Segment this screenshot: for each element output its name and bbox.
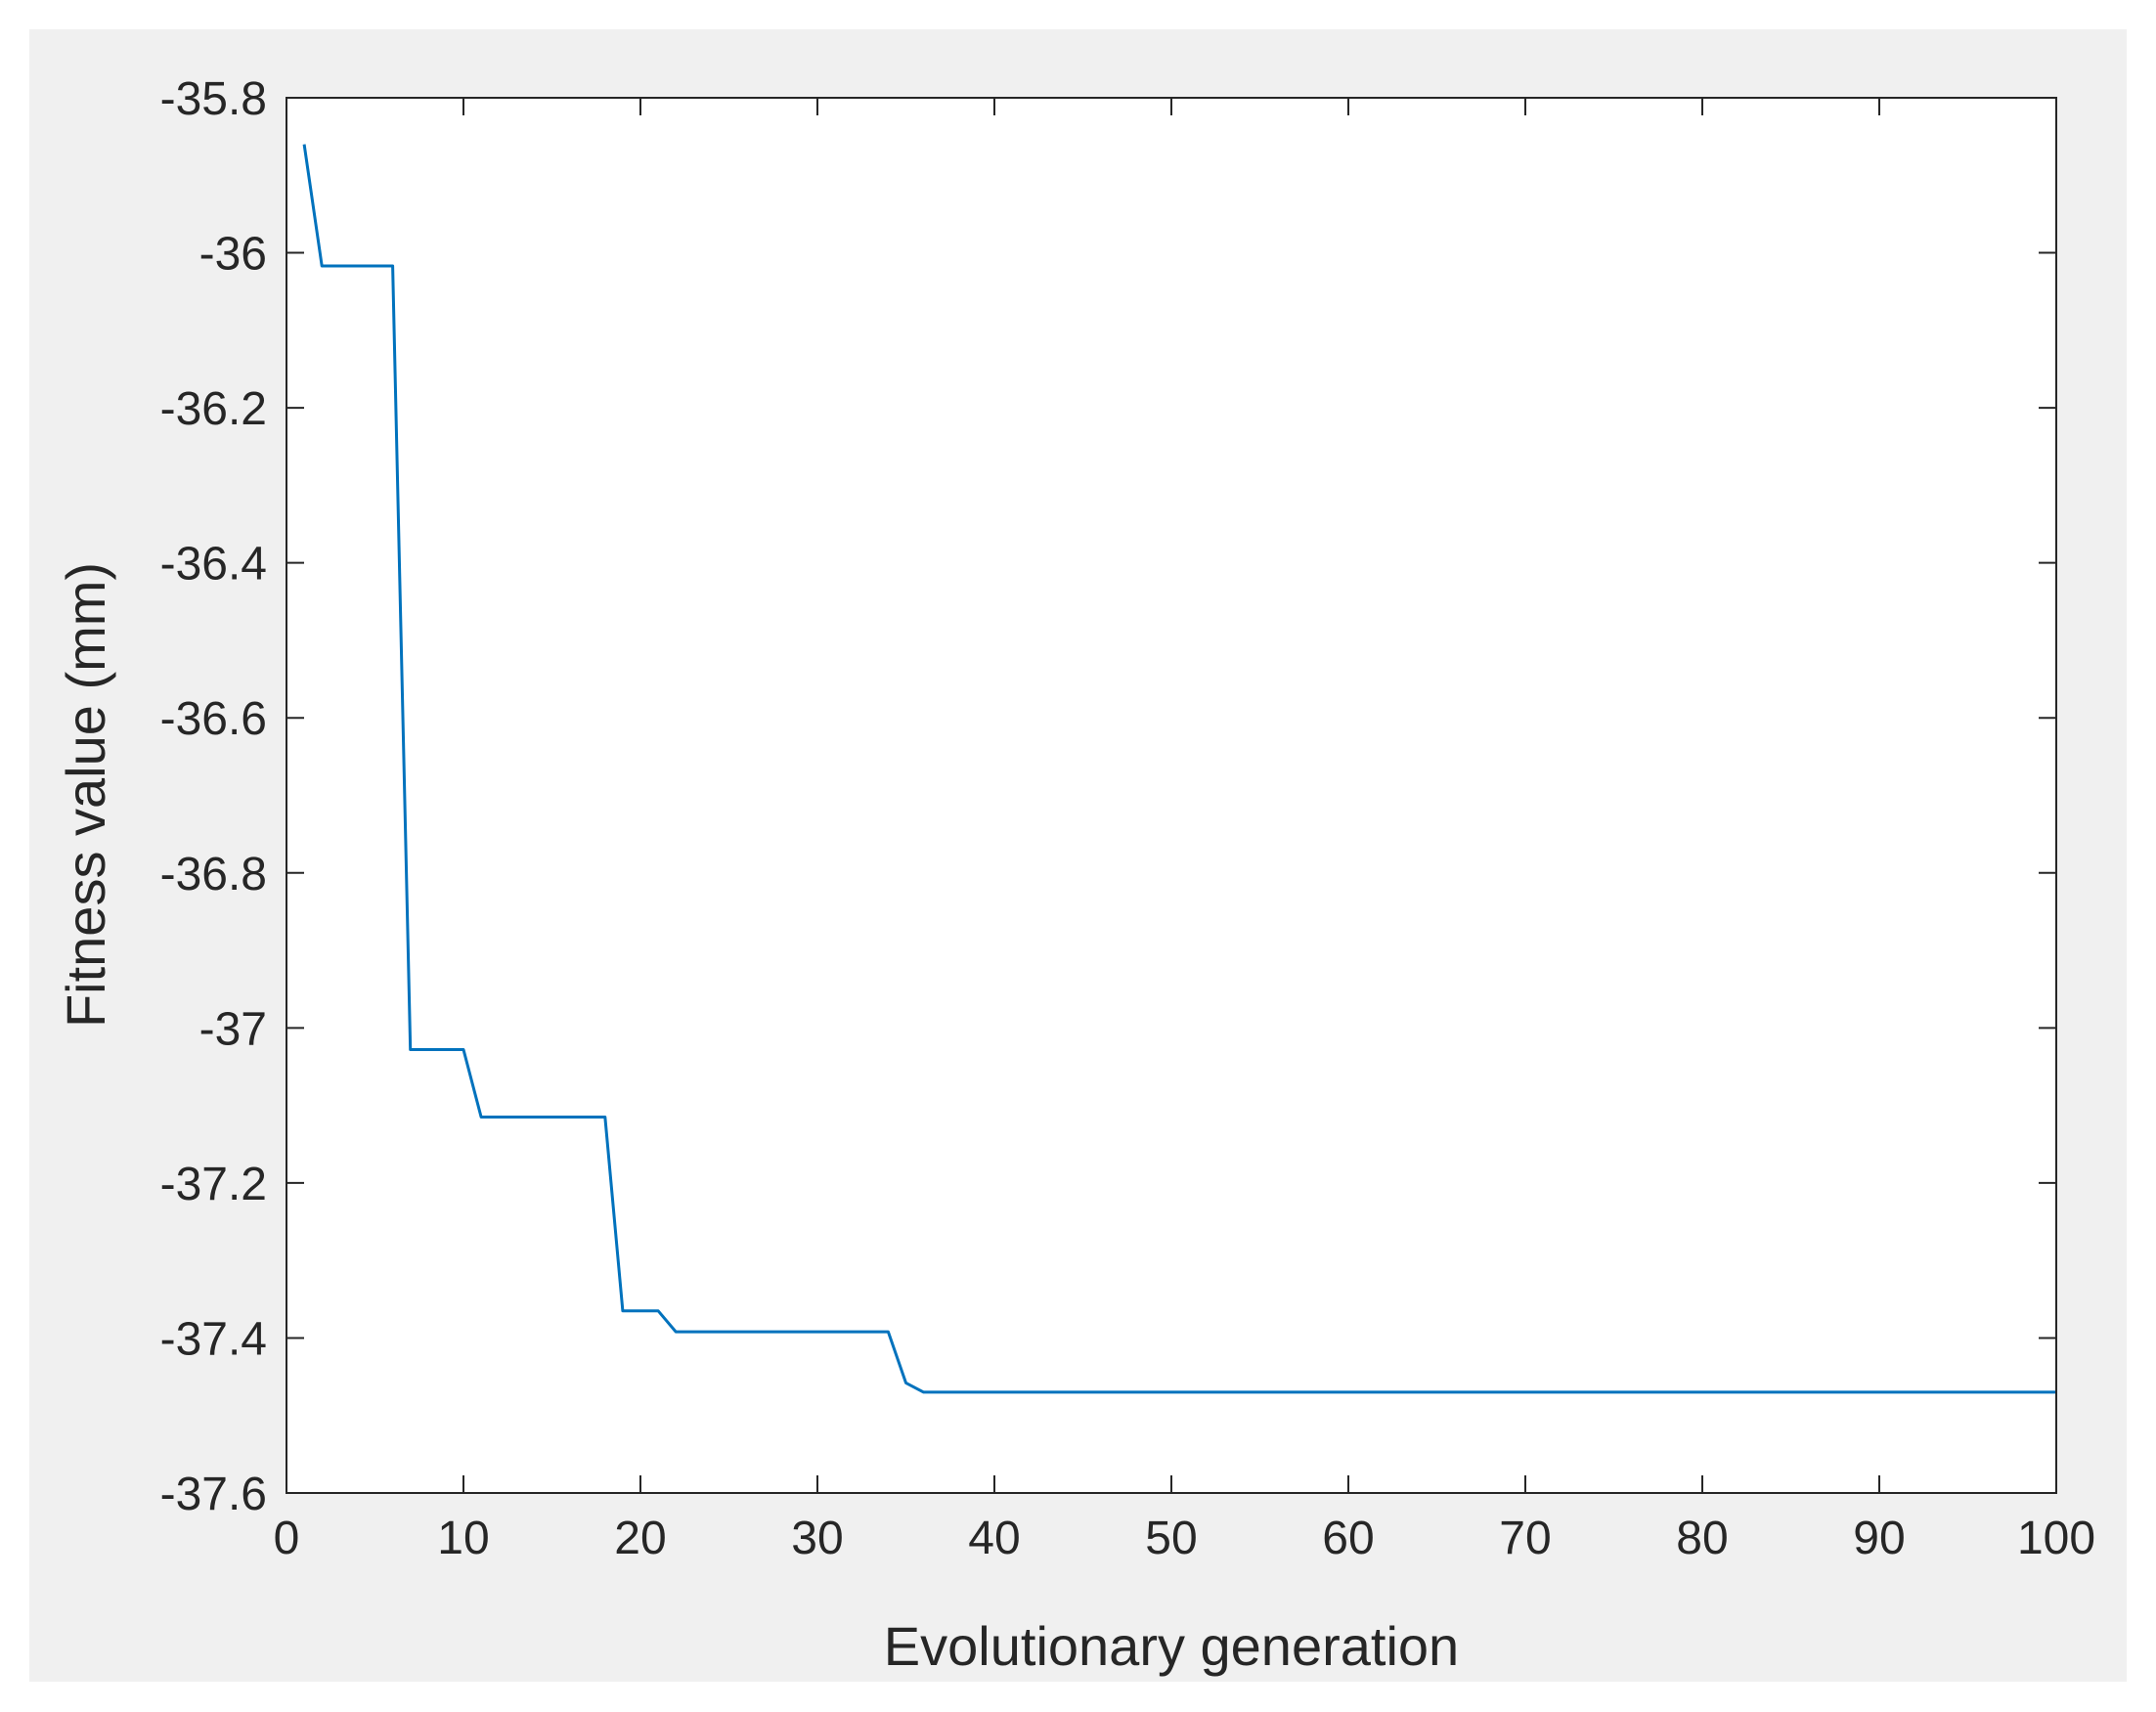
y-tick-label: -37.4 xyxy=(160,1313,267,1365)
y-tick-label: -36.4 xyxy=(160,539,267,591)
x-tick-label: 60 xyxy=(1322,1513,1374,1564)
x-tick-label: 100 xyxy=(2017,1513,2095,1564)
x-tick-label: 30 xyxy=(791,1513,843,1564)
x-tick-label: 50 xyxy=(1145,1513,1197,1564)
y-tick-label: -36.6 xyxy=(160,693,267,745)
y-tick-label: -36.2 xyxy=(160,383,267,435)
y-tick-label: -35.8 xyxy=(160,73,267,125)
y-tick-label: -37 xyxy=(199,1003,267,1055)
x-tick-label: 20 xyxy=(614,1513,666,1564)
x-tick-label: 70 xyxy=(1499,1513,1551,1564)
x-axis-label: Evolutionary generation xyxy=(884,1615,1459,1677)
y-tick-label: -37.6 xyxy=(160,1469,267,1520)
y-tick-label: -36.8 xyxy=(160,849,267,900)
x-tick-label: 40 xyxy=(968,1513,1020,1564)
y-axis-label: Fitness value (mm) xyxy=(55,562,116,1028)
x-tick-labels: 0 10 20 30 40 50 60 70 80 90 100 xyxy=(274,1513,2095,1564)
series-line xyxy=(302,144,2056,1394)
axes-box xyxy=(286,97,2057,1494)
plot-area xyxy=(286,98,2056,1493)
y-tick-label: -37.2 xyxy=(160,1159,267,1210)
x-tick-label: 0 xyxy=(274,1513,300,1564)
x-tick-label: 80 xyxy=(1676,1513,1728,1564)
x-tick-label: 10 xyxy=(437,1513,489,1564)
x-tick-label: 90 xyxy=(1853,1513,1905,1564)
y-tick-labels: -35.8 -36 -36.2 -36.4 -36.6 -36.8 -37 -37.2 -37.… xyxy=(160,73,267,1520)
series-group xyxy=(302,144,2056,1394)
y-tick-label: -36 xyxy=(199,229,267,281)
